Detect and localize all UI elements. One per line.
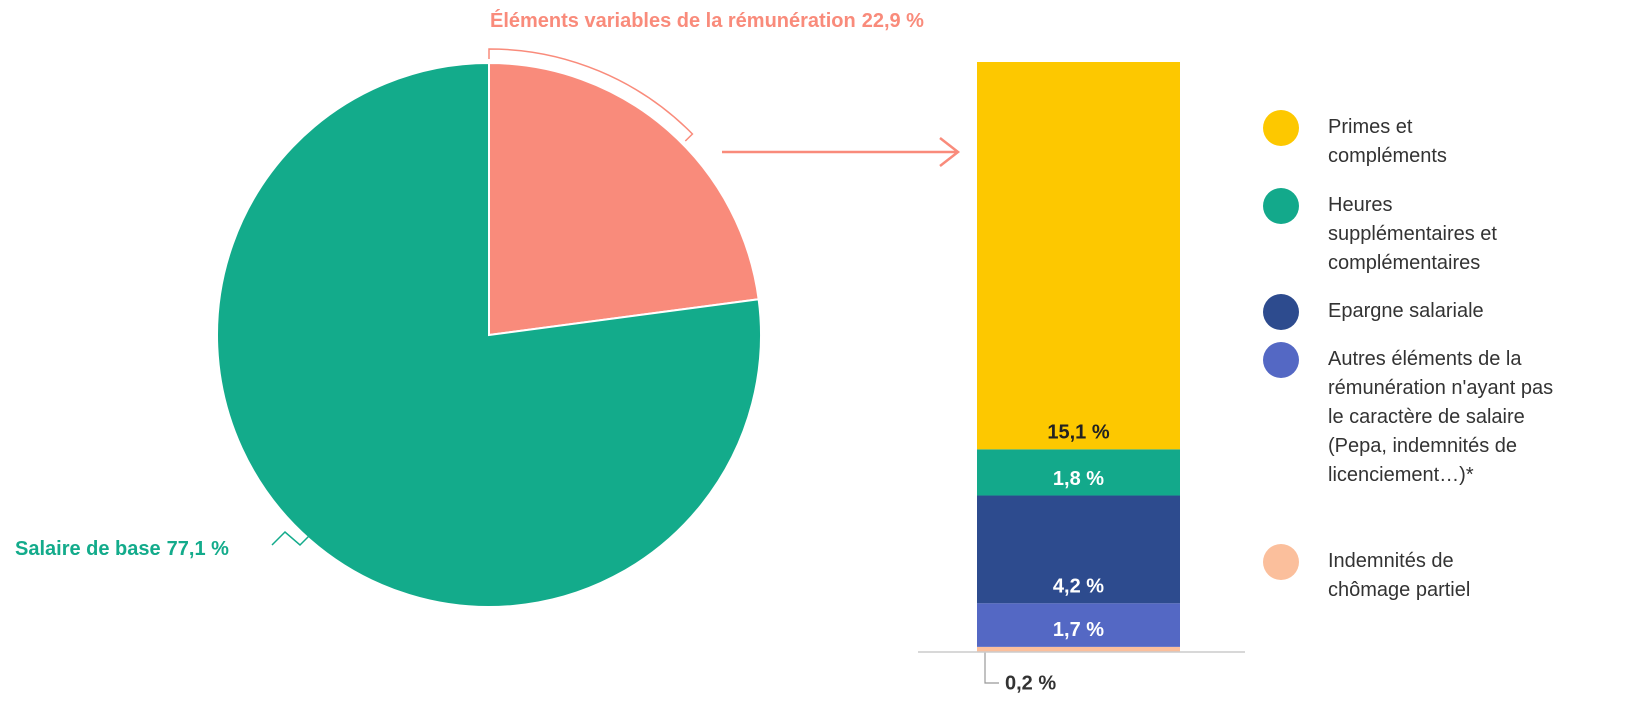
- bar-segment: [977, 62, 1180, 450]
- legend-marker: [1263, 544, 1299, 580]
- arrow: [722, 137, 961, 167]
- pie-slice: [488, 61, 760, 337]
- legend-label: Primes et compléments: [1328, 116, 1447, 167]
- slice-label: Salaire de base 77,1 %: [15, 538, 229, 560]
- bar-segment: [977, 603, 1180, 647]
- bar-segment: [977, 495, 1180, 604]
- value-label: 0,2 %: [1005, 672, 1056, 694]
- legend-marker: [1263, 110, 1299, 146]
- slice-label: Éléments variables de la rémunération 22,…: [490, 9, 924, 32]
- legend-label: Autres éléments de la rémunération n'aya…: [1328, 348, 1554, 486]
- value-label: 15,1 %: [1047, 422, 1109, 444]
- bar-segment: [977, 449, 1180, 496]
- value-label: 1,7 %: [1053, 619, 1104, 641]
- legend-label: Indemnités de chômage partiel: [1328, 550, 1471, 601]
- slice-name: Salaire de base: [15, 538, 161, 560]
- legend-marker: [1263, 188, 1299, 224]
- leader: [271, 530, 311, 547]
- legend-marker: [1263, 342, 1299, 378]
- legend-label: Epargne salariale: [1328, 300, 1484, 322]
- slice-value: 22,9 %: [862, 10, 924, 32]
- bar-segment: [977, 646, 1180, 652]
- leader: [984, 652, 999, 684]
- legend-marker: [1263, 294, 1299, 330]
- bracket: [488, 48, 694, 142]
- value-label: 4,2 %: [1053, 576, 1104, 598]
- value-label: 1,8 %: [1053, 468, 1104, 490]
- legend-label: Heures supplémentaires et complémentaire…: [1328, 194, 1497, 274]
- slice-name: Éléments variables de la rémunération: [490, 9, 856, 32]
- pie-slice: [216, 61, 762, 608]
- slice-value: 77,1 %: [167, 538, 229, 560]
